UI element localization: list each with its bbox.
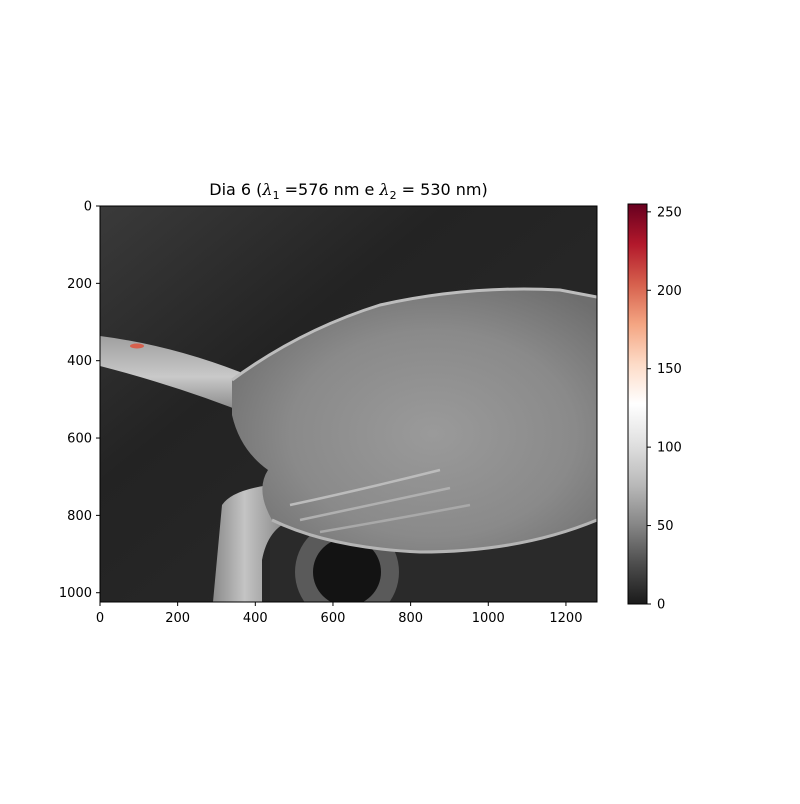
- y-tick-label: 1000: [59, 586, 92, 601]
- heatmap-image: [100, 206, 597, 602]
- x-tick-label: 1200: [549, 611, 582, 626]
- x-tick-label: 0: [96, 611, 104, 626]
- hot-spot: [130, 343, 144, 349]
- body-stripe-2: [299, 486, 451, 522]
- y-tick-label: 800: [67, 509, 92, 524]
- body-bottom-edge: [271, 518, 597, 554]
- body-stripe-3: [319, 503, 471, 534]
- x-tick-label: 1000: [472, 611, 505, 626]
- colorbar-tick-label: 150: [657, 362, 682, 377]
- x-tick-label: 800: [398, 611, 423, 626]
- y-tick-label: 400: [67, 354, 92, 369]
- colorbar-tick-label: 0: [657, 598, 665, 613]
- colorbar-tick-label: 50: [657, 519, 674, 534]
- colorbar-tick-label: 200: [657, 284, 682, 299]
- x-tick-label: 600: [321, 611, 346, 626]
- colorbar-tick-label: 250: [657, 205, 682, 220]
- ring-inner: [313, 538, 381, 602]
- stem-shape: [100, 336, 258, 418]
- colorbar-layer: 0 50 100 150 200 250: [627, 203, 682, 613]
- x-tick-label: 200: [165, 611, 190, 626]
- specimen-body: [232, 289, 597, 552]
- y-tick-label: 0: [84, 200, 92, 215]
- plot-frame: [99, 205, 598, 603]
- axes-layer: 0 200 400 600 800 1000 1200 0 200 400 600 800 1000: [59, 200, 598, 626]
- y-tick-label: 200: [67, 277, 92, 292]
- colorbar-tick-label: 100: [657, 441, 682, 456]
- body-stripe-1: [289, 468, 441, 507]
- body-edge: [231, 287, 597, 382]
- y-tick-label: 600: [67, 432, 92, 447]
- colorbar: [627, 203, 648, 605]
- x-tick-label: 400: [243, 611, 268, 626]
- chart-title: Dia 6 (λ1 =576 nm e λ2 = 530 nm): [209, 180, 488, 203]
